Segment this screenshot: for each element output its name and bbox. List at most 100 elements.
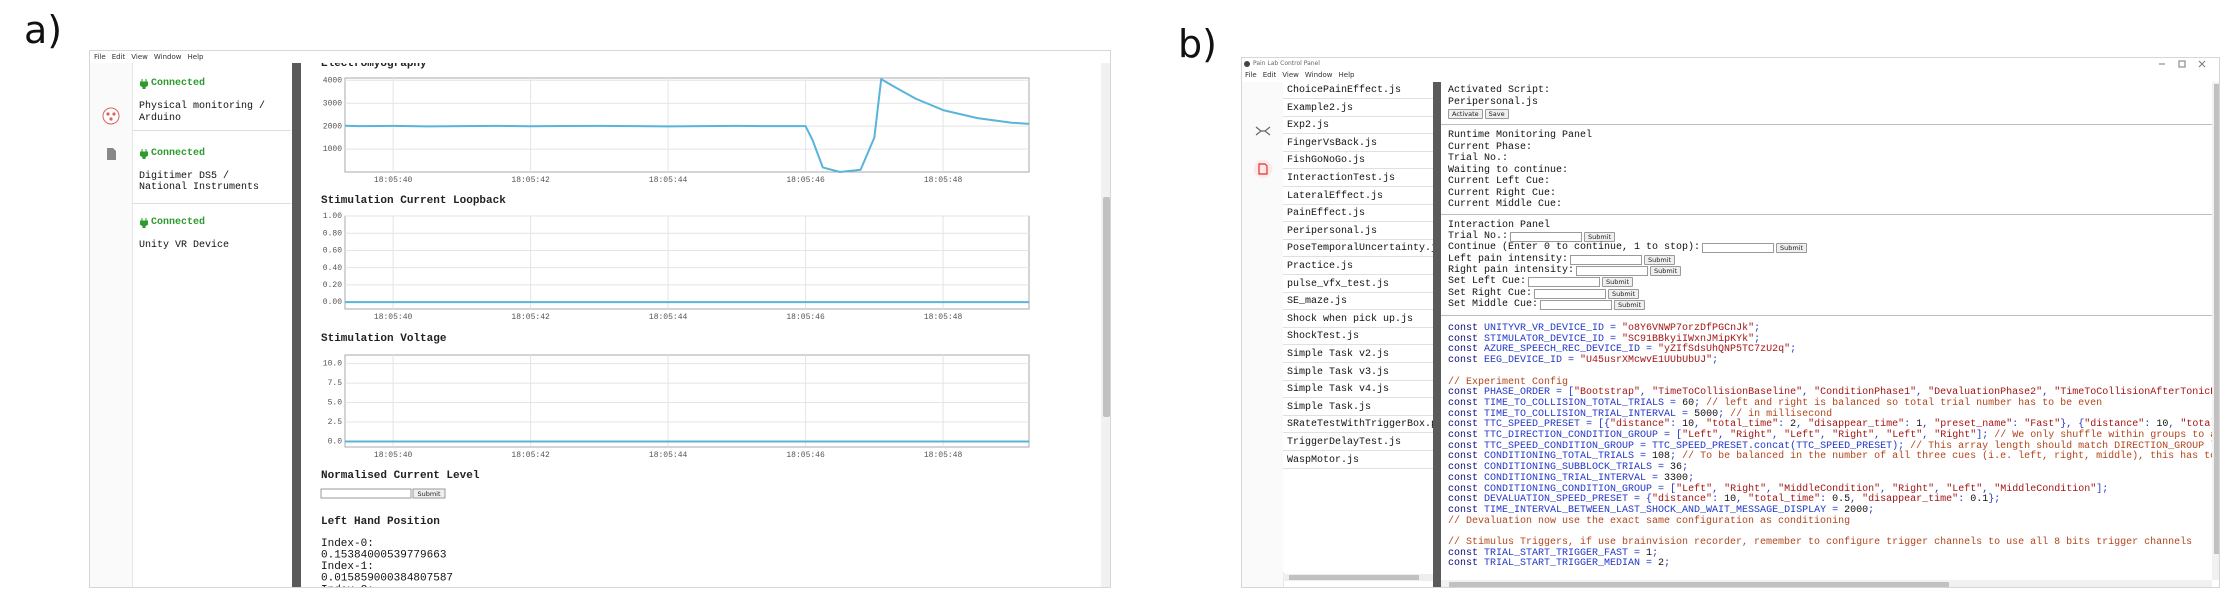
- x-tick-label: 18:05:40: [374, 176, 413, 185]
- plug-icon: [140, 148, 148, 159]
- code-line: const AZURE_SPEECH_REC_DEVICE_ID = "yZIf…: [1448, 344, 1797, 356]
- text-input[interactable]: [1528, 277, 1601, 288]
- input-row: Trial No.: Submit: [1448, 231, 1616, 243]
- menu-item[interactable]: Window: [153, 53, 182, 61]
- menu-item[interactable]: Help: [1338, 71, 1355, 79]
- menu-item[interactable]: File: [1245, 71, 1257, 79]
- scrollbar-thumb[interactable]: [1289, 575, 1419, 580]
- script-item[interactable]: Simple Task v2.js: [1283, 346, 1433, 363]
- script-item[interactable]: Example2.js: [1283, 100, 1433, 117]
- status-field: Current Left Cue:: [1448, 176, 1551, 187]
- splitter[interactable]: [1433, 82, 1441, 587]
- code-line: const CONDITIONING_CONDITION_GROUP = ["L…: [1448, 483, 2109, 495]
- code-line: // Devaluation now use the exact same co…: [1448, 515, 1851, 527]
- script-item[interactable]: TriggerDelayTest.js: [1283, 434, 1433, 451]
- x-tick-label: 18:05:48: [924, 313, 963, 322]
- button-label[interactable]: Submit: [417, 490, 441, 498]
- y-tick-label: 0.80: [323, 229, 342, 238]
- text-input[interactable]: [1576, 265, 1649, 276]
- menu-item[interactable]: Edit: [111, 53, 126, 61]
- x-tick-label: 18:05:46: [786, 313, 825, 322]
- script-item[interactable]: SE_maze.js: [1283, 293, 1433, 311]
- menu-item[interactable]: Help: [187, 53, 204, 61]
- y-tick-label: 0.60: [323, 247, 342, 256]
- script-item[interactable]: InteractionTest.js: [1283, 170, 1433, 187]
- button[interactable]: Activate: [1448, 109, 1483, 119]
- text-input[interactable]: [320, 488, 412, 499]
- script-item[interactable]: FishGoNoGo.js: [1283, 152, 1433, 170]
- position-line: 0.015859000384807587: [321, 573, 453, 585]
- text-input[interactable]: [1510, 232, 1583, 242]
- code-line: const TRIAL_START_TRIGGER_MEDIAN = 2;: [1448, 558, 1671, 570]
- menu-item[interactable]: File: [94, 53, 106, 61]
- button-row: Activate Save: [1448, 109, 1509, 119]
- script-item[interactable]: Exp2.js: [1283, 117, 1433, 135]
- menu-item[interactable]: View: [1282, 71, 1299, 79]
- menu-item[interactable]: Edit: [1262, 71, 1277, 79]
- y-tick-label: 7.5: [328, 379, 343, 388]
- x-tick-label: 18:05:44: [649, 176, 688, 185]
- button[interactable]: Submit: [1584, 232, 1616, 242]
- scrollbar-thumb[interactable]: [1449, 582, 1949, 587]
- scrollbar[interactable]: [1283, 574, 1433, 581]
- script-item[interactable]: Practice.js: [1283, 258, 1433, 275]
- script-item[interactable]: Peripersonal.js: [1283, 223, 1433, 240]
- x-tick-label: 18:05:42: [511, 313, 550, 322]
- text-input[interactable]: [1570, 254, 1643, 265]
- script-item[interactable]: PoseTemporalUncertainty.js: [1283, 240, 1433, 258]
- button[interactable]: Save: [1484, 109, 1509, 119]
- position-line: Index-0:: [321, 538, 374, 550]
- menu-item[interactable]: View: [131, 53, 148, 61]
- scrollbar[interactable]: [1441, 580, 2212, 587]
- code-line: const UNITYVR_VR_DEVICE_ID = "o8Y6VNWP7o…: [1448, 323, 1761, 334]
- script-item[interactable]: SRateTestWithTriggerBox.p: [1283, 416, 1433, 434]
- button[interactable]: Submit: [1614, 299, 1646, 310]
- x-tick-label: 18:05:42: [511, 451, 550, 460]
- label: Activated Script:: [1448, 85, 1551, 96]
- status-field: Current Phase:: [1448, 141, 1533, 153]
- input-row: Left pain intensity: Submit: [1448, 254, 1676, 266]
- button[interactable]: Submit: [1602, 277, 1634, 288]
- splitter[interactable]: [292, 63, 301, 587]
- y-tick-label: 2000: [323, 122, 342, 131]
- scrollbar-thumb[interactable]: [1103, 197, 1110, 417]
- code-line: const TIME_TO_COLLISION_TOTAL_TRIALS = 6…: [1448, 397, 2103, 409]
- y-tick-label: 10.0: [323, 360, 342, 369]
- app-window: ChoicePainEffect.js Example2.js Exp2.js Fin…: [1241, 57, 2220, 588]
- menu-bar: File Edit View Window Help: [94, 51, 203, 63]
- y-tick-label: 3000: [323, 99, 342, 108]
- button[interactable]: Submit: [1608, 288, 1640, 299]
- script-item[interactable]: WaspMotor.js: [1283, 452, 1433, 469]
- script-item[interactable]: ShockTest.js: [1283, 328, 1433, 346]
- script-item[interactable]: ChoicePainEffect.js: [1283, 82, 1433, 99]
- code-line: const DEVALUATION_SPEED_PRESET = {"dista…: [1448, 494, 2001, 506]
- device-status: Connected: [151, 78, 206, 89]
- y-tick-label: 4000: [323, 76, 342, 85]
- text-input[interactable]: [1702, 243, 1775, 254]
- script-item[interactable]: Simple Task v4.js: [1283, 381, 1433, 399]
- button[interactable]: [412, 488, 446, 499]
- button[interactable]: Submit: [1650, 265, 1682, 276]
- button[interactable]: Submit: [1776, 243, 1808, 254]
- x-tick-label: 18:05:40: [374, 313, 413, 322]
- scrollbar-thumb[interactable]: [2214, 84, 2219, 554]
- text-input[interactable]: [1534, 288, 1607, 299]
- scrollbar[interactable]: [1101, 63, 1110, 587]
- script-item[interactable]: PainEffect.js: [1283, 205, 1433, 223]
- script-item[interactable]: FingerVsBack.js: [1283, 135, 1433, 152]
- script-item[interactable]: Simple Task v3.js: [1283, 364, 1433, 381]
- x-tick-label: 18:05:42: [511, 176, 550, 185]
- script-item[interactable]: Shock when pick up.js: [1283, 311, 1433, 328]
- script-item[interactable]: LateralEffect.js: [1283, 188, 1433, 205]
- menu-item[interactable]: Window: [1304, 71, 1333, 79]
- device-name: Physical monitoring /: [139, 101, 266, 112]
- script-item[interactable]: Simple Task.js: [1283, 399, 1433, 416]
- script-item[interactable]: pulse_vfx_test.js: [1283, 276, 1433, 293]
- scrollbar[interactable]: [2212, 82, 2219, 580]
- text-input[interactable]: [1540, 299, 1613, 310]
- menu-bar: File Edit View Window Help: [1245, 70, 1354, 80]
- separator: [1441, 315, 2212, 316]
- code-line: const TRIAL_START_TRIGGER_FAST = 1;: [1448, 547, 1659, 559]
- button[interactable]: Submit: [1644, 254, 1676, 265]
